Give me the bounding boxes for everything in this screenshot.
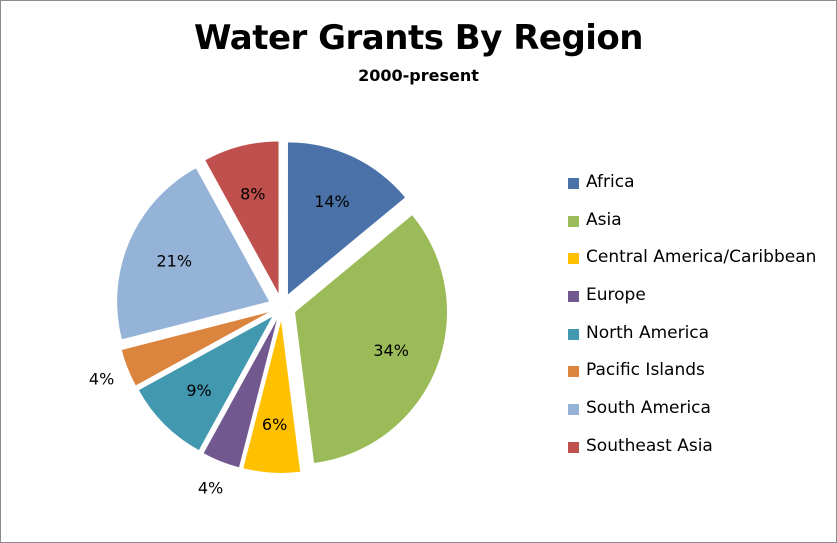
legend-swatch: [568, 328, 579, 340]
data-label: 4%: [198, 478, 223, 497]
pie-slice-europe: [203, 320, 277, 468]
legend-label: Asia: [586, 209, 622, 230]
pie-slice-north-america: [138, 316, 273, 451]
legend-item-europe: Europe: [568, 283, 833, 321]
chart-subtitle: 2000-present: [358, 66, 479, 85]
legend-label: Pacific Islands: [586, 360, 705, 381]
pie-slice-southeast-asia: [205, 141, 279, 294]
legend-swatch: [568, 291, 579, 303]
legend-item-africa: Africa: [568, 170, 833, 208]
legend-item-asia: Asia: [568, 208, 833, 246]
pie-slice-africa: [287, 142, 406, 295]
legend-item-south-america: South America: [568, 396, 833, 434]
data-label: 6%: [262, 415, 287, 434]
legend-swatch: [568, 366, 579, 378]
legend-item-pacific-islands: Pacific Islands: [568, 358, 833, 396]
legend-label: South America: [586, 398, 711, 419]
data-label: 9%: [186, 381, 211, 400]
legend-swatch: [568, 441, 579, 453]
legend-item-central-america-caribbean: Central America/Caribbean: [568, 245, 833, 283]
data-label: 34%: [373, 341, 409, 360]
data-label: 14%: [314, 192, 350, 211]
data-label: 4%: [89, 369, 114, 388]
data-label: 8%: [240, 184, 265, 203]
pie-slice-pacific-islands: [121, 312, 269, 386]
legend-label: Africa: [586, 172, 635, 192]
legend-swatch: [568, 178, 579, 189]
legend-swatch: [568, 253, 579, 265]
data-label: 21%: [157, 251, 193, 270]
legend-label: Europe: [586, 285, 646, 306]
legend-label: Southeast Asia: [586, 435, 713, 456]
pie-slice-south-america: [117, 168, 270, 340]
pie-slice-asia: [295, 215, 448, 463]
chart-title: Water Grants By Region: [193, 18, 644, 58]
legend-swatch: [568, 215, 579, 227]
legend-item-southeast-asia: Southeast Asia: [568, 434, 833, 472]
legend-item-north-america: North America: [568, 321, 833, 359]
legend: Africa Asia Central America/Caribbean Eu…: [568, 170, 833, 472]
legend-swatch: [568, 404, 579, 416]
pie-slice-central-america-caribbean: [243, 320, 301, 473]
legend-label: North America: [586, 322, 710, 343]
legend-label: Central America/Caribbean: [586, 247, 817, 268]
